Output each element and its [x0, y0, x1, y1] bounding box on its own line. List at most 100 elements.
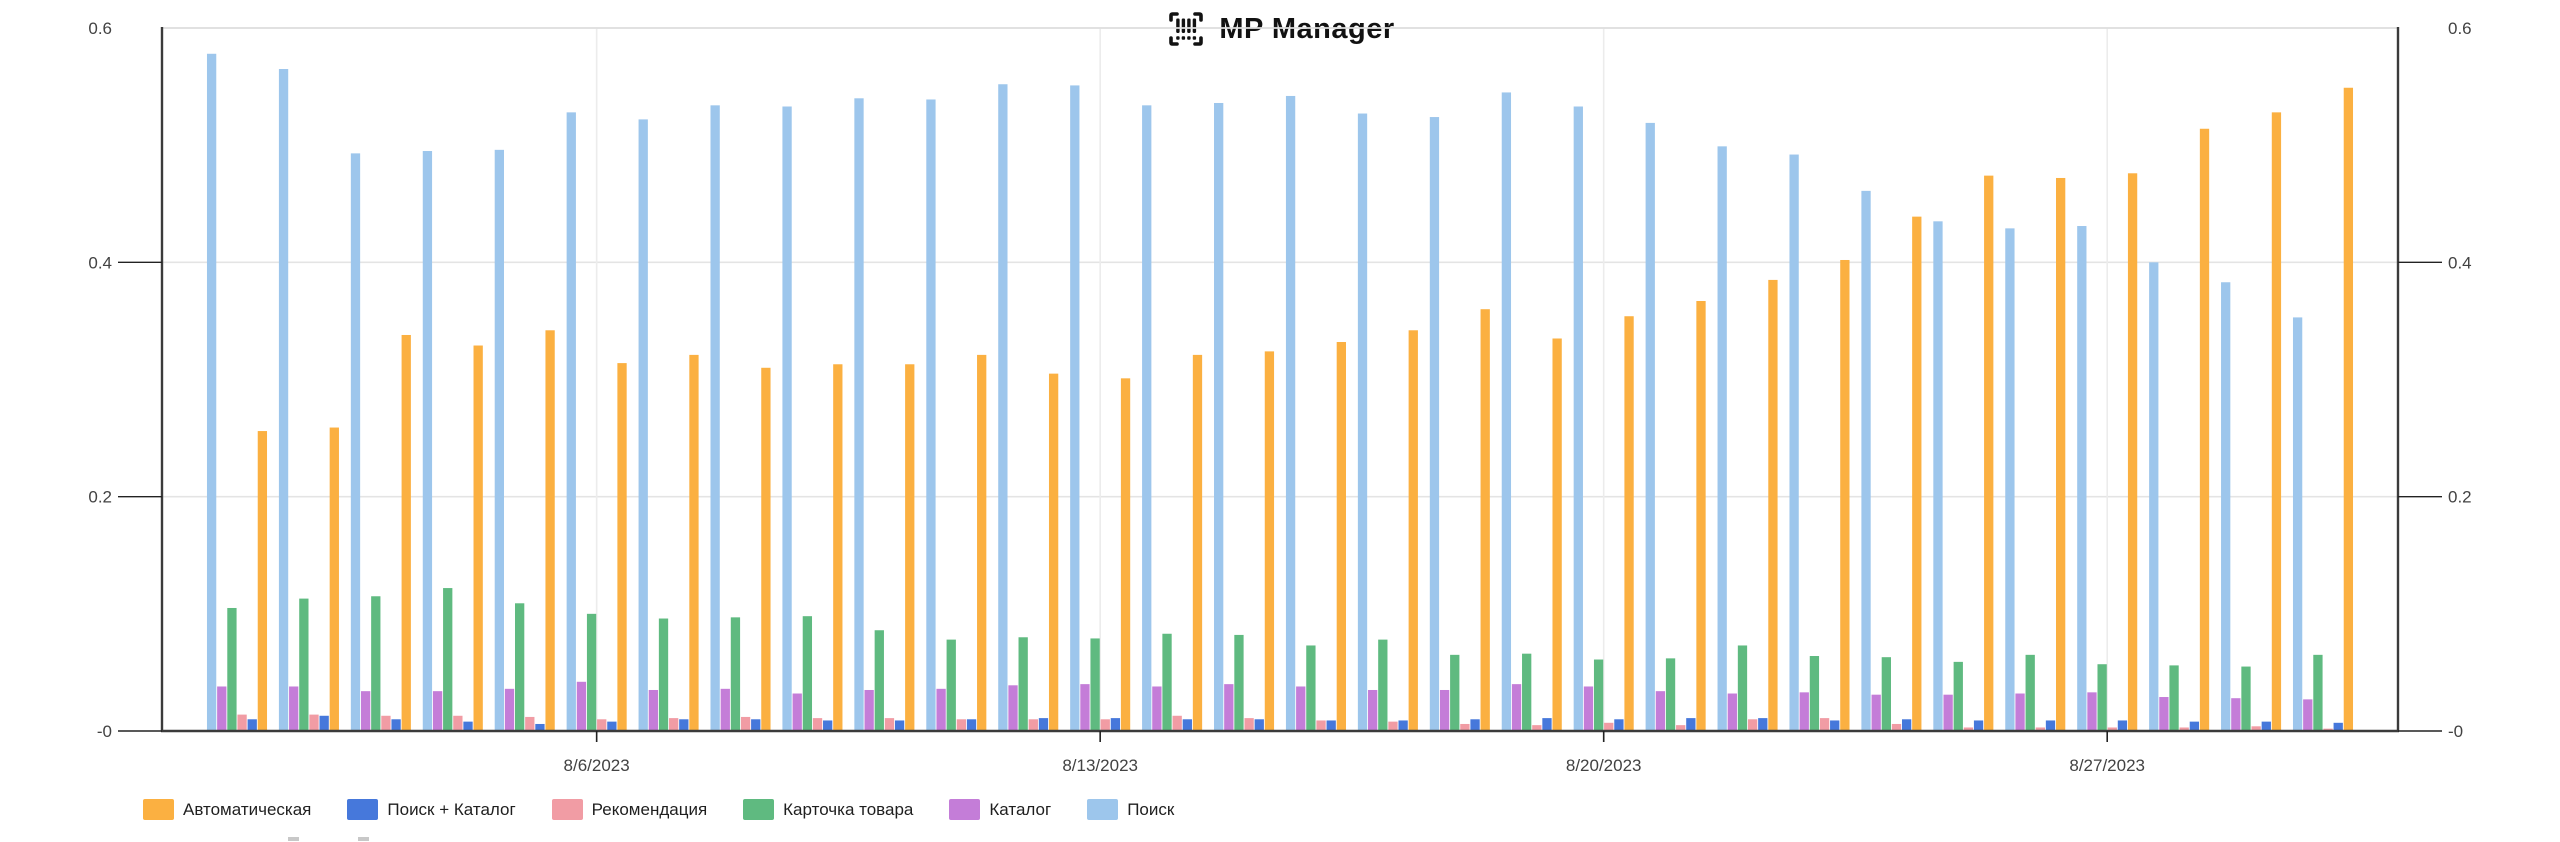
- bar-Каталог-8/16/2023[interactable]: [1296, 686, 1306, 731]
- bar-Поиск + Каталог-8/27/2023[interactable]: [2117, 720, 2128, 731]
- bar-Рекомендация-8/6/2023[interactable]: [597, 719, 607, 731]
- bar-Рекомендация-8/12/2023[interactable]: [1028, 719, 1038, 731]
- bar-Поиск + Каталог-8/13/2023[interactable]: [1110, 718, 1121, 731]
- bar-Рекомендация-8/19/2023[interactable]: [1532, 725, 1542, 731]
- bar-Поиск-8/7/2023[interactable]: [638, 119, 648, 731]
- bar-Каталог-8/30/2023[interactable]: [2303, 699, 2313, 731]
- bar-Поиск-8/6/2023[interactable]: [566, 112, 576, 732]
- bar-Поиск-8/17/2023[interactable]: [1357, 113, 1368, 731]
- bar-Карточка товара-8/9/2023[interactable]: [802, 616, 813, 731]
- bar-Поиск + Каталог-8/24/2023[interactable]: [1901, 719, 1912, 731]
- bar-Каталог-8/8/2023[interactable]: [720, 688, 730, 731]
- bar-Рекомендация-8/2/2023[interactable]: [309, 714, 319, 731]
- bar-Поиск + Каталог-8/22/2023[interactable]: [1758, 718, 1768, 731]
- bar-Поиск + Каталог-8/6/2023[interactable]: [607, 721, 617, 731]
- bar-Рекомендация-8/26/2023[interactable]: [2035, 727, 2045, 732]
- bar-Автоматическая-8/29/2023[interactable]: [2271, 112, 2282, 732]
- bar-Поиск-8/20/2023[interactable]: [1573, 106, 1583, 732]
- bar-Карточка товара-8/28/2023[interactable]: [2169, 665, 2179, 731]
- bar-Каталог-8/27/2023[interactable]: [2087, 692, 2097, 732]
- bar-Каталог-8/26/2023[interactable]: [2015, 693, 2025, 731]
- bar-Каталог-8/14/2023[interactable]: [1152, 686, 1162, 731]
- bar-Каталог-8/4/2023[interactable]: [432, 691, 443, 731]
- bar-Каталог-8/3/2023[interactable]: [360, 691, 371, 731]
- bar-Автоматическая-8/18/2023[interactable]: [1480, 309, 1490, 731]
- bar-Рекомендация-8/10/2023[interactable]: [884, 718, 895, 731]
- bar-Поиск-8/26/2023[interactable]: [2005, 228, 2015, 732]
- bar-Карточка товара-8/26/2023[interactable]: [2025, 654, 2035, 731]
- bar-Поиск-8/23/2023[interactable]: [1789, 154, 1799, 732]
- bar-Поиск-8/2/2023[interactable]: [278, 69, 289, 731]
- bar-Каталог-8/2/2023[interactable]: [289, 686, 299, 731]
- bar-Рекомендация-8/25/2023[interactable]: [1963, 727, 1974, 732]
- bar-Поиск-8/5/2023[interactable]: [494, 149, 504, 732]
- bar-Каталог-8/24/2023[interactable]: [1871, 694, 1881, 731]
- bar-Поиск-8/13/2023[interactable]: [1070, 85, 1080, 731]
- bar-Рекомендация-8/7/2023[interactable]: [669, 718, 679, 731]
- bar-Автоматическая-8/26/2023[interactable]: [2056, 177, 2066, 732]
- bar-Поиск + Каталог-8/8/2023[interactable]: [751, 719, 761, 731]
- legend-item-0[interactable]: Автоматическая: [143, 799, 311, 820]
- bar-Поиск-8/22/2023[interactable]: [1717, 146, 1727, 732]
- bar-Рекомендация-8/28/2023[interactable]: [2179, 727, 2189, 732]
- bar-Автоматическая-8/10/2023[interactable]: [905, 364, 915, 731]
- bar-Каталог-8/11/2023[interactable]: [936, 688, 946, 731]
- bar-Каталог-8/1/2023[interactable]: [217, 686, 227, 731]
- bar-Рекомендация-8/17/2023[interactable]: [1388, 721, 1398, 731]
- bar-Поиск-8/16/2023[interactable]: [1285, 95, 1296, 731]
- bar-Автоматическая-8/5/2023[interactable]: [545, 330, 555, 731]
- bar-Автоматическая-8/8/2023[interactable]: [761, 367, 771, 731]
- bar-Рекомендация-8/15/2023[interactable]: [1244, 718, 1254, 731]
- bar-Карточка товара-8/29/2023[interactable]: [2241, 666, 2251, 731]
- bar-Карточка товара-8/18/2023[interactable]: [1450, 654, 1460, 731]
- bar-Поиск + Каталог-8/28/2023[interactable]: [2189, 721, 2200, 731]
- bar-Автоматическая-8/14/2023[interactable]: [1192, 354, 1203, 731]
- bar-Поиск + Каталог-8/23/2023[interactable]: [1830, 720, 1840, 731]
- bar-Рекомендация-8/1/2023[interactable]: [237, 714, 247, 731]
- bar-Рекомендация-8/16/2023[interactable]: [1316, 720, 1326, 731]
- bar-Рекомендация-8/24/2023[interactable]: [1891, 723, 1902, 731]
- bar-Карточка товара-8/30/2023[interactable]: [2313, 654, 2323, 731]
- bar-Поиск + Каталог-8/30/2023[interactable]: [2333, 722, 2343, 731]
- bar-Поиск-8/9/2023[interactable]: [782, 106, 792, 732]
- bar-Автоматическая-8/27/2023[interactable]: [2127, 173, 2138, 732]
- bar-Автоматическая-8/24/2023[interactable]: [1912, 216, 1922, 731]
- bar-Карточка товара-8/1/2023[interactable]: [227, 607, 237, 731]
- bar-Поиск + Каталог-8/5/2023[interactable]: [535, 723, 545, 731]
- bar-Автоматическая-8/25/2023[interactable]: [1984, 175, 1994, 731]
- bar-Автоматическая-8/3/2023[interactable]: [401, 334, 411, 731]
- bar-Поиск-8/10/2023[interactable]: [854, 98, 864, 732]
- bar-Рекомендация-8/27/2023[interactable]: [2107, 727, 2117, 732]
- bar-Автоматическая-8/30/2023[interactable]: [2343, 87, 2354, 731]
- bar-Автоматическая-8/16/2023[interactable]: [1336, 342, 1346, 731]
- bar-Рекомендация-8/9/2023[interactable]: [812, 718, 823, 731]
- bar-Поиск-8/12/2023[interactable]: [998, 84, 1008, 732]
- bar-Поиск + Каталог-8/29/2023[interactable]: [2261, 721, 2271, 731]
- bar-Каталог-8/5/2023[interactable]: [504, 688, 515, 731]
- bar-Автоматическая-8/12/2023[interactable]: [1048, 373, 1059, 731]
- bar-Каталог-8/19/2023[interactable]: [1511, 684, 1522, 731]
- bar-Рекомендация-8/8/2023[interactable]: [740, 716, 751, 731]
- bar-Поиск-8/24/2023[interactable]: [1861, 190, 1871, 732]
- bar-Поиск + Каталог-8/16/2023[interactable]: [1326, 720, 1336, 731]
- bar-Карточка товара-8/25/2023[interactable]: [1953, 661, 1963, 731]
- bar-Автоматическая-8/2/2023[interactable]: [329, 427, 339, 731]
- bar-Поиск + Каталог-8/21/2023[interactable]: [1686, 718, 1696, 731]
- bar-Карточка товара-8/23/2023[interactable]: [1809, 656, 1820, 731]
- bar-Каталог-8/23/2023[interactable]: [1799, 692, 1809, 732]
- bar-Автоматическая-8/19/2023[interactable]: [1552, 338, 1562, 731]
- bar-Рекомендация-8/11/2023[interactable]: [956, 719, 967, 731]
- bar-Поиск + Каталог-8/20/2023[interactable]: [1614, 719, 1624, 731]
- bar-Автоматическая-8/28/2023[interactable]: [2199, 128, 2210, 731]
- bar-Каталог-8/15/2023[interactable]: [1224, 684, 1234, 731]
- bar-Поиск + Каталог-8/4/2023[interactable]: [463, 721, 473, 731]
- bar-Рекомендация-8/3/2023[interactable]: [381, 715, 391, 731]
- bar-Поиск-8/25/2023[interactable]: [1933, 221, 1943, 731]
- bar-Автоматическая-8/7/2023[interactable]: [689, 354, 699, 731]
- bar-Каталог-8/25/2023[interactable]: [1943, 694, 1953, 731]
- bar-Каталог-8/6/2023[interactable]: [576, 681, 587, 731]
- bar-Каталог-8/22/2023[interactable]: [1727, 693, 1737, 731]
- legend-item-3[interactable]: Карточка товара: [743, 799, 913, 820]
- bar-Поиск-8/19/2023[interactable]: [1501, 92, 1512, 731]
- bar-Карточка товара-8/17/2023[interactable]: [1378, 639, 1388, 731]
